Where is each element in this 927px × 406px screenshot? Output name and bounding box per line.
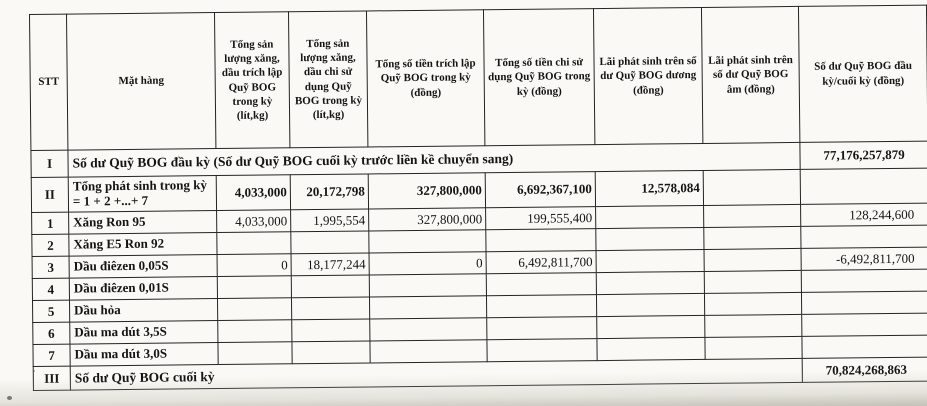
cell-value (486, 294, 597, 318)
cell-value: 4,033,000 (216, 174, 291, 211)
cell-value: 6,692,367,100 (485, 171, 596, 208)
cell-value: 18,177,244 (291, 252, 370, 276)
cell-stt: 4 (32, 278, 70, 301)
cell-item-label: Dầu điêzen 0,01S (69, 276, 218, 301)
cell-value (704, 292, 802, 316)
cell-item-label: Xăng E5 Ron 92 (68, 232, 218, 257)
cell-value (801, 313, 927, 337)
bog-fund-table: STT Mặt hàng Tổng sản lượng xăng, dầu tr… (29, 5, 927, 391)
cell-stt: I (30, 150, 69, 178)
cell-item-label: Dầu ma dút 3,5S (69, 320, 218, 345)
cell-value (596, 315, 705, 339)
scan-speck (33, 370, 35, 372)
cell-item-label: Dầu ma dút 3,0S (69, 342, 219, 367)
cell-value: 0 (369, 251, 487, 275)
column-header-interest-positive: Lãi phát sinh trên số dư Quỹ BOG dương (… (593, 7, 703, 145)
column-header-amount-setup: Tổng số tiền trích lập Quỹ BOG trong kỳ … (366, 9, 485, 147)
cell-value (291, 340, 371, 364)
cell-value (369, 273, 487, 297)
cell-value (704, 270, 802, 294)
cell-value (704, 336, 803, 360)
cell-value (369, 317, 487, 341)
cell-stt: 6 (32, 322, 70, 345)
cell-stt: 1 (31, 212, 69, 235)
column-header-item: Mặt hàng (66, 12, 216, 151)
cell-value (291, 274, 370, 298)
cell-value (217, 341, 293, 365)
cell-value (217, 297, 292, 321)
cell-value: 12,578,084 (595, 170, 704, 207)
cell-value (596, 337, 706, 361)
cell-value (596, 271, 705, 295)
cell-value: 1,995,554 (290, 208, 369, 232)
cell-balance: 70,824,268,863 (802, 357, 927, 383)
cell-value (216, 231, 292, 255)
cell-item-label: Dầu hỏa (69, 298, 218, 323)
cell-stt: II (31, 177, 69, 213)
cell-value (703, 204, 801, 228)
column-header-interest-negative: Lãi phát sinh trên số dư Quỹ BOG âm (đồn… (701, 6, 800, 144)
cell-value: 327,800,000 (368, 172, 486, 209)
scanned-sheet: STT Mặt hàng Tổng sản lượng xăng, dầu tr… (29, 5, 927, 391)
cell-value (595, 227, 705, 251)
cell-value: 0 (217, 253, 292, 277)
cell-balance: 77,176,257,879 (799, 141, 927, 170)
column-header-balance: Số dư Quỹ BOG đầu kỳ/cuối kỳ (đồng) (798, 5, 927, 143)
cell-value (801, 291, 927, 315)
header-row: STT Mặt hàng Tổng sản lượng xăng, dầu tr… (29, 5, 927, 151)
cell-value (800, 168, 927, 205)
column-header-volume-used: Tổng sản lượng xăng, dầu chi sử dụng Quỹ… (288, 10, 368, 148)
cell-stt: 7 (32, 344, 71, 367)
cell-value (703, 169, 801, 206)
cell-value: -6,492,811,700 (800, 247, 927, 271)
cell-value: 6,492,811,700 (486, 250, 597, 274)
cell-value (486, 338, 598, 362)
cell-value (290, 230, 370, 254)
cell-stt: 3 (32, 256, 70, 279)
cell-value (596, 249, 705, 273)
cell-value (369, 295, 487, 319)
cell-value (800, 225, 927, 249)
cell-value (217, 319, 292, 343)
cell-value (486, 272, 597, 296)
cell-value: 4,033,000 (216, 209, 291, 233)
column-header-volume-setup: Tổng sản lượng xăng, dầu trích lập Quỹ B… (214, 11, 290, 149)
column-header-amount-used: Tổng số tiền chi sử dụng Quỹ BOG trong k… (483, 8, 595, 146)
cell-stt: III (33, 366, 71, 391)
cell-value (217, 275, 292, 299)
cell-stt: 2 (31, 234, 70, 257)
cell-value (801, 269, 927, 293)
cell-value (486, 316, 597, 340)
cell-stt: 5 (32, 300, 70, 323)
cell-item-label: Dầu điêzen 0,05S (69, 254, 218, 279)
column-header-stt: STT (29, 14, 68, 151)
cell-value (368, 229, 487, 253)
cell-item-label: Xăng Ron 95 (68, 210, 217, 235)
cell-value: 128,244,600 (800, 203, 927, 227)
cell-value (291, 318, 370, 342)
cell-value: 327,800,000 (368, 207, 486, 231)
cell-value: 20,172,798 (290, 173, 369, 210)
scan-speck (7, 396, 12, 400)
total-label-line2: = 1 + 2 +...+ 7 (72, 192, 149, 209)
cell-value (703, 226, 801, 250)
cell-value (596, 293, 705, 317)
cell-value (291, 296, 370, 320)
cell-item-label: Tổng phát sinh trong kỳ = 1 + 2 +...+ 7 (68, 175, 217, 213)
cell-value (704, 314, 802, 338)
cell-value (369, 339, 488, 363)
cell-value (704, 248, 802, 272)
cell-value (801, 335, 927, 359)
cell-value (595, 205, 704, 229)
cell-value: 199,555,400 (485, 206, 596, 230)
cell-value (485, 228, 597, 252)
